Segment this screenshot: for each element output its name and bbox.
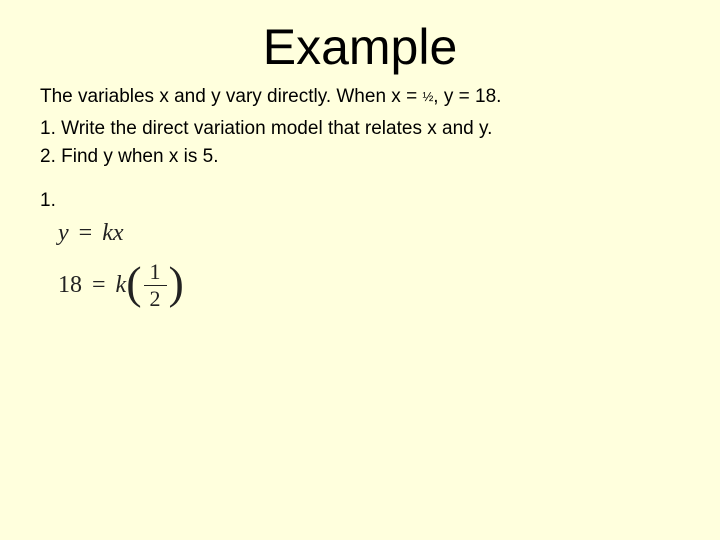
equation-2: 18 = k ( 1 2 ) [58,261,680,310]
eq2-frac-num: 1 [144,261,167,285]
eq2-rparen: ) [169,265,184,302]
eq2-lhs: 18 [58,272,82,299]
equation-1: y = kx [58,220,680,247]
math-work: y = kx 18 = k ( 1 2 ) [58,220,680,310]
intro-prefix: The variables x and y vary directly. Whe… [40,86,422,107]
eq2-frac-den: 2 [144,285,167,310]
work-label: 1. [40,190,680,212]
one-half-symbol: ½ [422,89,433,104]
eq2-k: k [116,272,127,299]
eq1-k: k [102,220,113,246]
eq2-lparen: ( [126,265,141,302]
intro-text: The variables x and y vary directly. Whe… [40,86,680,108]
eq1-x: x [113,220,124,246]
intro-suffix: , y = 18. [433,86,501,107]
question-2: 2. Find y when x is 5. [40,146,680,168]
question-1: 1. Write the direct variation model that… [40,118,680,140]
slide: Example The variables x and y vary direc… [0,0,720,540]
eq1-lhs: y [58,220,69,247]
eq2-equals: = [92,272,106,299]
eq2-fraction: 1 2 [144,261,167,310]
page-title: Example [40,18,680,76]
eq1-equals: = [79,220,93,247]
